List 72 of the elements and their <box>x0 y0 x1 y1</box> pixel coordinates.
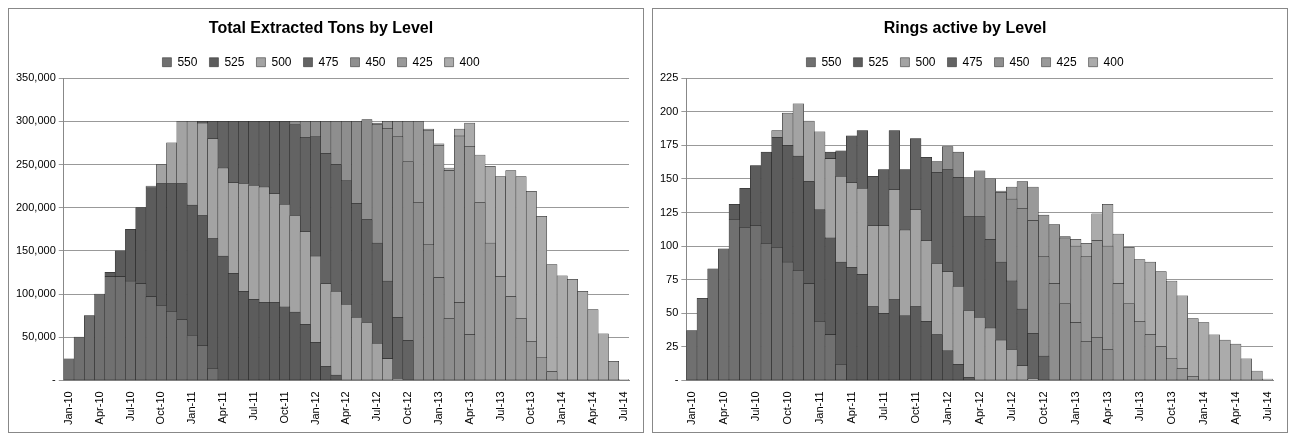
x-tick-label: Jul-13 <box>1132 391 1145 422</box>
x-tick-label: Oct-12 <box>401 391 414 425</box>
chart-title: Total Extracted Tons by Level <box>208 19 434 37</box>
legend-label: 400 <box>459 54 480 69</box>
x-tick-label: Oct-11 <box>277 391 290 424</box>
legend-label: 475 <box>318 54 339 69</box>
y-tick-label: 100,000 <box>16 287 56 300</box>
y-tick-label: 150,000 <box>16 243 56 256</box>
y-tick-label: 125 <box>659 205 679 218</box>
y-tick-label: 200,000 <box>16 200 56 213</box>
x-tick-label: Apr-13 <box>462 391 475 425</box>
x-tick-label: Apr-10 <box>92 391 105 425</box>
legend-label: 425 <box>412 54 433 69</box>
y-tick-label: - <box>52 373 57 386</box>
y-tick-label: 300,000 <box>16 114 56 127</box>
x-tick-label: Apr-12 <box>972 391 985 425</box>
x-tick-label: Apr-12 <box>339 391 352 425</box>
x-tick-label: Jul-12 <box>370 391 383 422</box>
chart-title: Rings active by Level <box>883 19 1047 37</box>
legend-label: 500 <box>915 54 936 69</box>
legend-label: 400 <box>1103 54 1124 69</box>
x-tick-label: Oct-10 <box>154 391 167 425</box>
x-tick-label: Jan-10 <box>61 391 74 426</box>
legend-label: 550 <box>177 54 198 69</box>
x-tick-label: Apr-14 <box>586 391 599 425</box>
x-tick-label: Jan-11 <box>185 391 198 425</box>
x-tick-label: Apr-13 <box>1100 391 1113 425</box>
y-tick-label: 350,000 <box>16 71 56 84</box>
legend-label: 500 <box>271 54 292 69</box>
y-tick-label: 50,000 <box>22 330 56 343</box>
legend-label: 450 <box>365 54 386 69</box>
legend-label: 425 <box>1056 54 1077 69</box>
x-tick-label: Jul-10 <box>123 391 136 422</box>
x-tick-label: Oct-13 <box>524 391 537 425</box>
x-tick-label: Apr-10 <box>716 391 729 425</box>
y-tick-label: 50 <box>666 306 679 319</box>
x-tick-label: Jan-14 <box>1196 391 1209 426</box>
x-tick-label: Jul-10 <box>748 391 761 422</box>
legend-label: 450 <box>1009 54 1030 69</box>
x-tick-label: Jan-12 <box>940 391 953 426</box>
legend-label: 525 <box>868 54 889 69</box>
x-tick-label: Jul-12 <box>1004 391 1017 422</box>
x-tick-label: Jul-13 <box>493 391 506 422</box>
x-tick-label: Jul-11 <box>876 391 889 421</box>
legend-label: 550 <box>821 54 842 69</box>
x-tick-label: Jul-14 <box>616 391 629 422</box>
x-tick-label: Apr-14 <box>1228 391 1241 425</box>
x-tick-label: Jan-12 <box>308 391 321 426</box>
x-tick-label: Jan-13 <box>431 391 444 426</box>
y-tick-label: 100 <box>659 239 679 252</box>
y-tick-label: 250,000 <box>16 157 56 170</box>
y-tick-label: 225 <box>659 71 679 84</box>
y-tick-label: 75 <box>666 272 679 285</box>
legend-label: 525 <box>224 54 245 69</box>
y-tick-label: - <box>674 373 679 386</box>
x-tick-label: Jan-11 <box>812 391 825 425</box>
x-tick-label: Apr-11 <box>844 391 857 424</box>
x-tick-label: Jan-10 <box>684 391 697 426</box>
y-tick-label: 200 <box>659 104 679 117</box>
x-tick-label: Jul-14 <box>1260 391 1273 422</box>
legend-label: 475 <box>962 54 983 69</box>
x-tick-label: Apr-11 <box>216 391 229 424</box>
x-tick-label: Jul-11 <box>246 391 259 421</box>
x-tick-label: Oct-11 <box>908 391 921 424</box>
x-tick-label: Oct-12 <box>1036 391 1049 425</box>
x-tick-label: Oct-13 <box>1164 391 1177 425</box>
x-tick-label: Jan-13 <box>1068 391 1081 426</box>
y-tick-label: 150 <box>659 171 679 184</box>
y-tick-label: 25 <box>666 339 679 352</box>
x-tick-label: Oct-10 <box>780 391 793 425</box>
y-tick-label: 175 <box>659 138 679 151</box>
x-tick-label: Jan-14 <box>555 391 568 426</box>
